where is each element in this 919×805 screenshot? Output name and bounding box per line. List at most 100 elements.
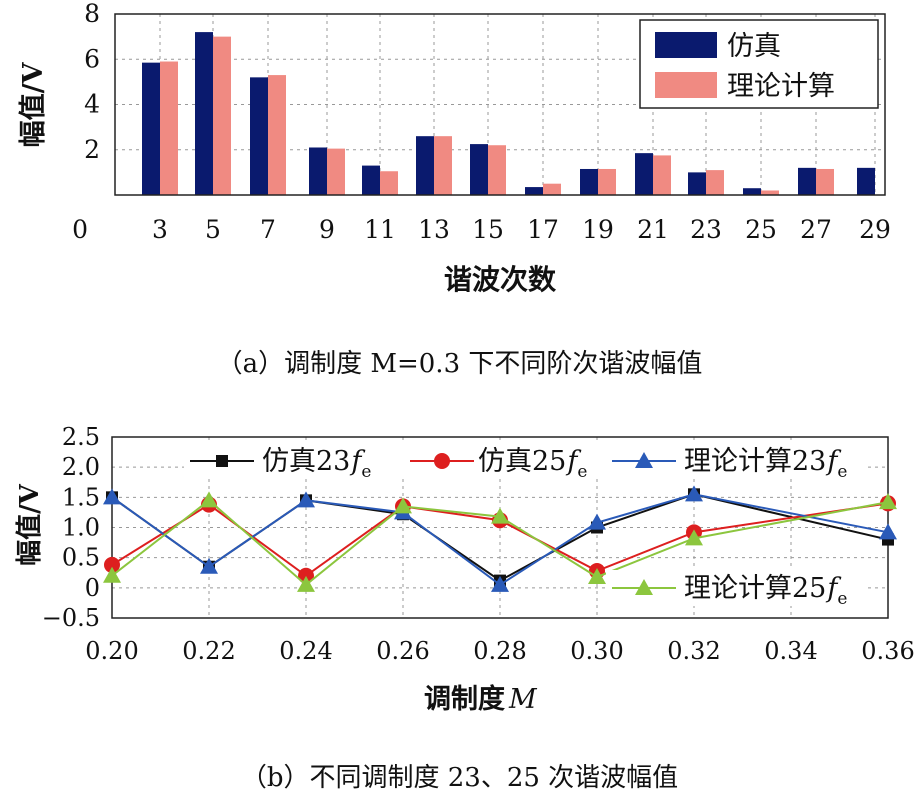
x-tick-label: 29 bbox=[859, 215, 891, 244]
x-axis-label-variable: M bbox=[508, 684, 538, 715]
y-tick-label: 2.0 bbox=[62, 453, 100, 481]
x-tick-label: 9 bbox=[319, 215, 335, 244]
chart-b: −0.5 0 0.5 1.0 1.5 2.0 2.5 0.20 0.22 0.24 0.26 0.28… bbox=[0, 405, 919, 735]
legend-marker bbox=[216, 455, 228, 467]
bar bbox=[816, 168, 834, 195]
line-series-2 bbox=[103, 485, 897, 592]
x-tick-label: 0.32 bbox=[667, 637, 720, 665]
data-point bbox=[879, 523, 897, 540]
bar bbox=[434, 136, 452, 195]
x-tick-label: 0.36 bbox=[861, 637, 914, 665]
legend-marker bbox=[635, 452, 653, 468]
bar bbox=[268, 75, 286, 195]
x-tick-label: 5 bbox=[205, 215, 221, 244]
x-tick-label: 0.28 bbox=[473, 637, 526, 665]
data-point bbox=[297, 491, 315, 508]
bar bbox=[653, 155, 671, 195]
bar bbox=[635, 153, 653, 195]
legend-item-3: 理论计算25 f e bbox=[606, 570, 868, 609]
data-point bbox=[879, 493, 897, 510]
x-tick-label: 0.24 bbox=[279, 637, 332, 665]
plot-frame bbox=[114, 13, 886, 196]
data-point bbox=[297, 575, 315, 592]
bar bbox=[857, 167, 875, 195]
bar bbox=[213, 36, 231, 195]
y-tick-label: 2.5 bbox=[62, 423, 100, 451]
x-tick-label: 19 bbox=[582, 215, 614, 244]
series-line bbox=[111, 499, 889, 587]
x-tick-label: 11 bbox=[364, 215, 396, 244]
bar bbox=[142, 62, 160, 195]
data-point bbox=[298, 567, 314, 584]
x-tick-labels: 0.20 0.22 0.24 0.26 0.28 0.30 0.32 0.34 0.36 bbox=[85, 637, 914, 665]
data-point bbox=[491, 575, 509, 592]
x-tick-label: 0.26 bbox=[376, 637, 429, 665]
bar bbox=[743, 188, 761, 195]
bar bbox=[706, 170, 724, 195]
legend-marker bbox=[434, 453, 450, 469]
y-axis-label: 幅值/V bbox=[18, 62, 49, 148]
y-tick-label: 4 bbox=[84, 90, 100, 119]
x-axis-label: 调制度 bbox=[424, 683, 505, 715]
bar bbox=[309, 147, 327, 195]
x-tick-label: 23 bbox=[690, 215, 722, 244]
data-point bbox=[200, 491, 218, 508]
x-axis-label-group: 调制度 M bbox=[424, 683, 538, 715]
caption-b: （b）不同调制度 23、25 次谐波幅值 bbox=[240, 763, 679, 793]
data-point bbox=[685, 485, 703, 502]
bar bbox=[327, 148, 345, 195]
bar bbox=[525, 187, 543, 195]
bar bbox=[688, 172, 706, 195]
data-point bbox=[588, 567, 606, 584]
data-point bbox=[394, 497, 412, 514]
legend-label: 理论计算23 bbox=[684, 446, 826, 477]
x-tick-label: 15 bbox=[472, 215, 504, 244]
bar bbox=[195, 32, 213, 195]
data-point bbox=[103, 488, 121, 505]
x-tick-label: 7 bbox=[260, 215, 276, 244]
legend-label: 仿真23 bbox=[262, 446, 350, 477]
legend-swatch bbox=[655, 32, 717, 58]
bar-series-1 bbox=[160, 36, 834, 196]
legend-label-subscript: e bbox=[361, 462, 371, 482]
legend-label: 理论计算 bbox=[727, 71, 835, 102]
bar bbox=[380, 171, 398, 195]
chart-a: 0 2 4 6 8 3 5 7 9 11 13 15 17 19 21 23 25 27 29 谐波次数 幅值/V 仿真理… bbox=[0, 0, 919, 340]
y-axis-label: 幅值/V bbox=[15, 483, 45, 565]
legend: 仿真23 f e 仿真25 f e 理论计算23 f e 理论计算25 f e bbox=[184, 443, 868, 609]
bar bbox=[580, 168, 598, 195]
x-tick-label: 0.34 bbox=[764, 637, 817, 665]
x-tick-label: 27 bbox=[800, 215, 832, 244]
bar bbox=[362, 165, 380, 195]
data-point bbox=[491, 507, 509, 524]
y-tick-label: 0.5 bbox=[62, 544, 100, 572]
legend-label: 仿真 bbox=[727, 31, 781, 62]
legend-label-subscript: e bbox=[837, 462, 847, 482]
y-tick-labels: 0 2 4 6 8 bbox=[72, 0, 100, 244]
bar bbox=[598, 168, 616, 195]
y-tick-label: 8 bbox=[84, 0, 100, 28]
legend-item-0: 仿真23 f e bbox=[184, 443, 406, 482]
legend-swatch bbox=[655, 72, 717, 98]
bar bbox=[470, 144, 488, 195]
x-tick-label: 25 bbox=[745, 215, 777, 244]
x-tick-label: 17 bbox=[527, 215, 559, 244]
x-tick-label: 21 bbox=[637, 215, 669, 244]
legend-item-1: 仿真25 f e bbox=[404, 443, 622, 482]
x-tick-label: 0.30 bbox=[570, 637, 623, 665]
harmonic-bar-chart: 0 2 4 6 8 3 5 7 9 11 13 15 17 19 21 23 25 27 29 谐波次数 幅值/V 仿真理… bbox=[18, 0, 891, 296]
bar bbox=[798, 167, 816, 195]
y-tick-label: 0 bbox=[85, 574, 100, 602]
y-tick-label: 0 bbox=[72, 215, 88, 244]
data-point bbox=[685, 529, 703, 546]
x-tick-label: 0.20 bbox=[85, 637, 138, 665]
bar bbox=[761, 190, 779, 195]
modulation-line-chart: −0.500.51.0 1.52.02.5 0.20 0.22 0.24 0.26 0.28… bbox=[15, 423, 915, 715]
bar bbox=[250, 77, 268, 195]
bar bbox=[488, 145, 506, 195]
bar bbox=[543, 183, 561, 195]
legend-label-subscript: e bbox=[577, 462, 587, 482]
x-tick-label: 13 bbox=[418, 215, 450, 244]
legend-item-2: 理论计算23 f e bbox=[606, 443, 868, 482]
y-tick-label: 2 bbox=[84, 135, 100, 164]
